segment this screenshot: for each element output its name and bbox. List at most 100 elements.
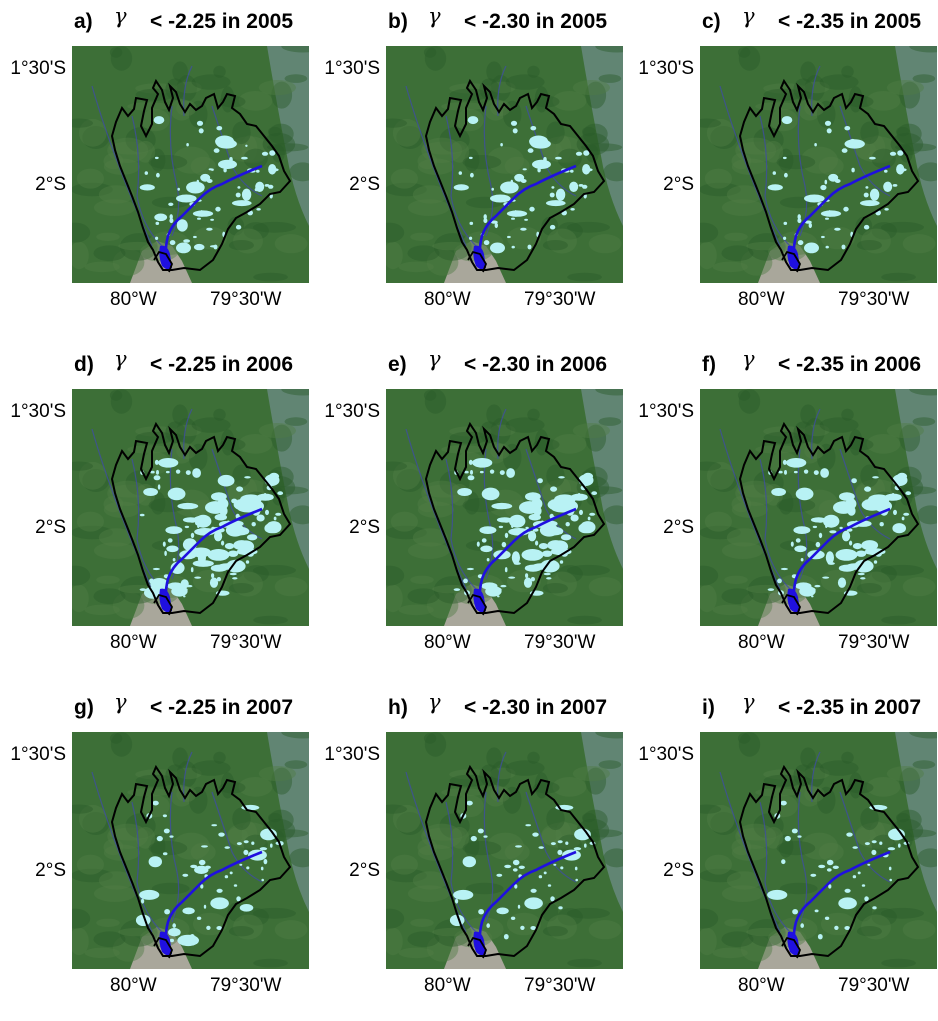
terrain-patch xyxy=(710,812,738,835)
terrain-patch xyxy=(554,148,580,164)
terrain-patch xyxy=(135,826,156,849)
terrain-patch xyxy=(819,417,859,433)
flooded-patch xyxy=(504,567,508,573)
terrain-patch xyxy=(860,121,879,145)
terrain-patch xyxy=(78,118,107,147)
flooded-patch xyxy=(889,151,897,156)
flooded-patch xyxy=(557,840,563,844)
flooded-patch xyxy=(239,904,254,912)
flooded-patch xyxy=(260,866,264,871)
flooded-patch xyxy=(199,213,204,217)
flooded-patch xyxy=(860,200,880,207)
flooded-patch xyxy=(168,928,181,937)
terrain-patch xyxy=(490,418,511,445)
flooded-patch xyxy=(184,525,190,529)
terrain-patch xyxy=(855,822,899,849)
panel-letter: h) xyxy=(388,696,408,719)
terrain-patch xyxy=(848,86,863,113)
terrain-patch xyxy=(233,914,263,940)
gamma-symbol: γ xyxy=(114,4,127,28)
terrain-patch xyxy=(490,75,511,102)
terrain-patch xyxy=(566,564,610,576)
flooded-patch xyxy=(582,164,591,175)
lat-tick-label: 1°30'S xyxy=(10,401,66,422)
terrain-patch xyxy=(281,46,309,53)
flooded-patch xyxy=(241,188,252,201)
terrain-patch xyxy=(141,795,170,818)
panel-letter: g) xyxy=(74,696,94,719)
flooded-patch xyxy=(512,859,520,866)
terrain-patch xyxy=(855,216,873,236)
terrain-patch xyxy=(841,751,854,764)
flooded-patch xyxy=(818,532,823,539)
flooded-patch xyxy=(211,168,214,171)
terrain-patch xyxy=(820,226,856,250)
flooded-patch xyxy=(214,513,227,521)
flooded-patch xyxy=(224,543,235,550)
study-area-boundary xyxy=(424,764,606,958)
terrain-patch xyxy=(486,832,524,860)
terrain-patch xyxy=(423,484,466,498)
haze-region xyxy=(581,732,623,912)
terrain-patch xyxy=(700,565,719,586)
study-area-boundary xyxy=(424,421,606,615)
flooded-patch xyxy=(531,498,543,510)
terrain-patch xyxy=(588,234,622,254)
flooded-patch xyxy=(869,188,880,201)
terrain-patch xyxy=(603,162,623,182)
terrain-patch xyxy=(763,774,804,787)
map-svg xyxy=(72,732,309,969)
terrain-patch xyxy=(582,123,608,145)
flooded-patch xyxy=(460,490,464,495)
terrain-patch xyxy=(271,767,293,795)
flooded-patch xyxy=(530,577,535,582)
terrain-patch xyxy=(486,146,524,174)
terrain-patch xyxy=(542,240,568,251)
flooded-patch xyxy=(261,151,269,156)
flooded-patch xyxy=(893,509,897,515)
terrain-patch xyxy=(449,83,493,94)
flooded-patch xyxy=(231,498,238,504)
flooded-patch xyxy=(841,148,848,153)
minor-river xyxy=(131,115,163,247)
flooded-patch xyxy=(767,588,775,591)
terrain-patch xyxy=(880,221,924,233)
terrain-patch xyxy=(527,408,540,421)
map-panel-d: d) γ < -2.25 in 2006 1°30'S 2°S 80°W 79°… xyxy=(0,343,312,678)
terrain-patch xyxy=(763,769,807,780)
flooded-patch xyxy=(169,938,174,943)
terrain-patch xyxy=(576,132,610,156)
terrain-patch xyxy=(866,777,901,797)
flooded-patch xyxy=(486,923,490,928)
flooded-patch xyxy=(457,488,472,496)
terrain-patch xyxy=(172,146,210,174)
flooded-patch xyxy=(845,498,857,510)
terrain-patch xyxy=(896,126,910,137)
flooded-patch xyxy=(169,240,176,246)
flooded-patch xyxy=(530,888,537,893)
lat-tick-label: 2°S xyxy=(35,860,66,881)
flooded-patch xyxy=(245,144,248,147)
lon-tick-label: 80°W xyxy=(738,289,785,310)
flooded-patch xyxy=(216,926,222,930)
map-svg xyxy=(700,389,937,626)
terrain-patch xyxy=(150,491,166,515)
terrain-patch xyxy=(449,426,493,437)
terrain-patch xyxy=(541,902,559,922)
terrain-patch xyxy=(557,148,582,169)
flooded-patch xyxy=(246,534,258,541)
flooded-patch xyxy=(553,863,557,866)
terrain-patch xyxy=(803,424,830,437)
terrain-patch xyxy=(755,788,798,797)
flooded-patch xyxy=(154,213,168,222)
terrain-patch xyxy=(252,564,296,576)
terrain-patch xyxy=(489,767,516,780)
terrain-patch xyxy=(740,249,773,276)
inner-boundary xyxy=(153,250,173,273)
satellite-map xyxy=(72,389,309,626)
terrain-patch xyxy=(912,74,936,83)
terrain-patch xyxy=(721,245,754,261)
terrain-patches xyxy=(700,46,937,282)
terrain-patch xyxy=(441,445,484,454)
terrain-patch xyxy=(710,469,738,492)
